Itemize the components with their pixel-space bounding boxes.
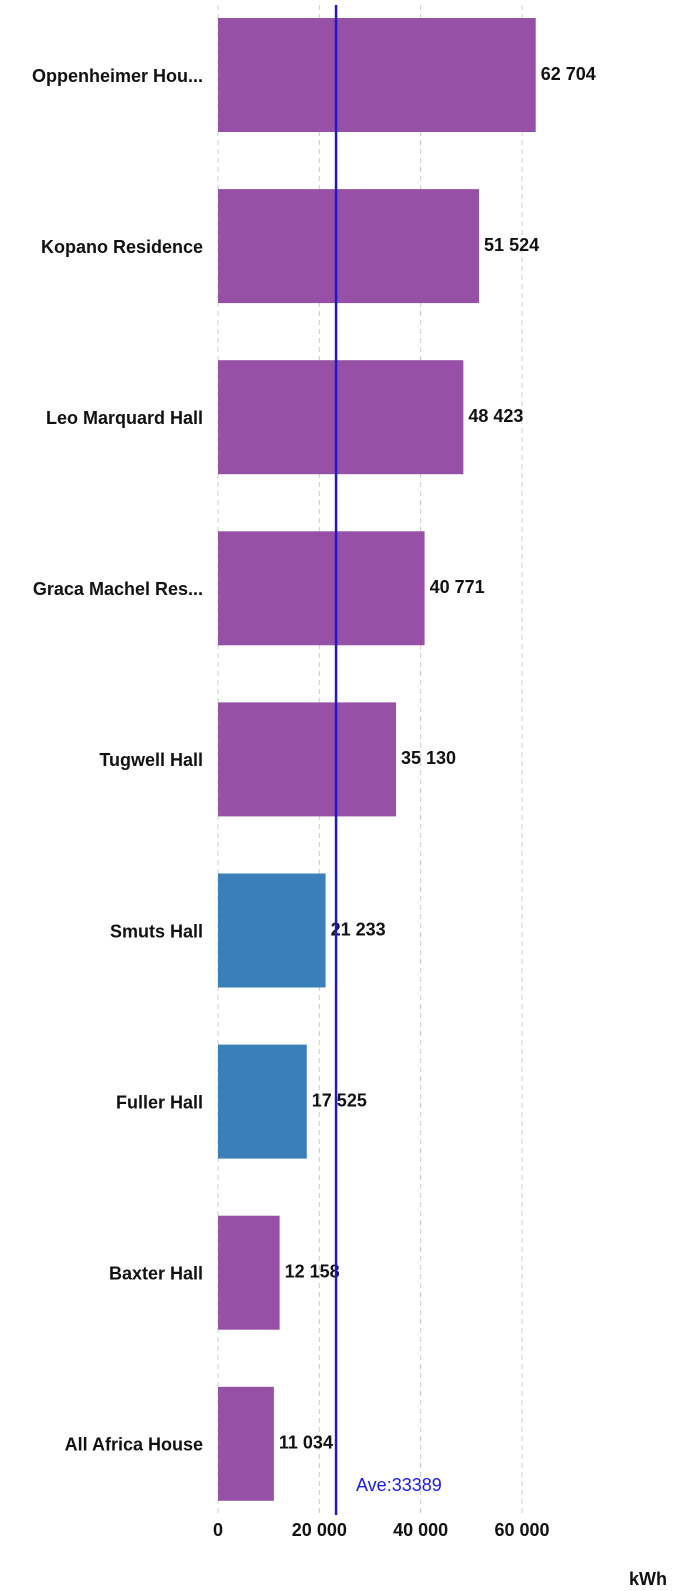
bar <box>218 702 396 817</box>
x-axis-label: kWh <box>629 1569 667 1589</box>
y-tick-label: Smuts Hall <box>110 921 203 941</box>
y-tick-label: Oppenheimer Hou... <box>32 66 203 86</box>
bar <box>218 18 536 132</box>
y-tick-label: Tugwell Hall <box>99 750 203 770</box>
value-label: 40 771 <box>430 577 485 597</box>
x-tick-label: 40 000 <box>393 1520 448 1540</box>
value-label: 51 524 <box>484 235 539 255</box>
value-label: 11 034 <box>279 1433 333 1453</box>
x-tick-label: 60 000 <box>494 1520 549 1540</box>
y-tick-label: All Africa House <box>65 1435 203 1455</box>
y-tick-label: Fuller Hall <box>116 1092 203 1112</box>
bar <box>218 531 425 646</box>
y-tick-label: Leo Marquard Hall <box>46 408 203 428</box>
value-label: 21 233 <box>331 919 386 939</box>
value-label: 62 704 <box>541 64 596 84</box>
bar <box>218 1386 274 1501</box>
value-label: 17 525 <box>312 1090 367 1110</box>
y-tick-label: Baxter Hall <box>109 1263 203 1283</box>
bar <box>218 1215 280 1330</box>
y-tick-label: Kopano Residence <box>41 237 203 257</box>
x-tick-label: 20 000 <box>292 1520 347 1540</box>
bar <box>218 360 464 475</box>
y-tick-label: Graca Machel Res... <box>33 579 203 599</box>
bar <box>218 873 326 988</box>
x-tick-label: 0 <box>213 1520 223 1540</box>
bar <box>218 1044 307 1159</box>
average-annotation: Ave:33389 <box>356 1475 442 1495</box>
bar <box>218 189 480 304</box>
value-label: 35 130 <box>401 748 456 768</box>
value-label: 48 423 <box>468 406 523 426</box>
value-label: 12 158 <box>285 1261 340 1281</box>
